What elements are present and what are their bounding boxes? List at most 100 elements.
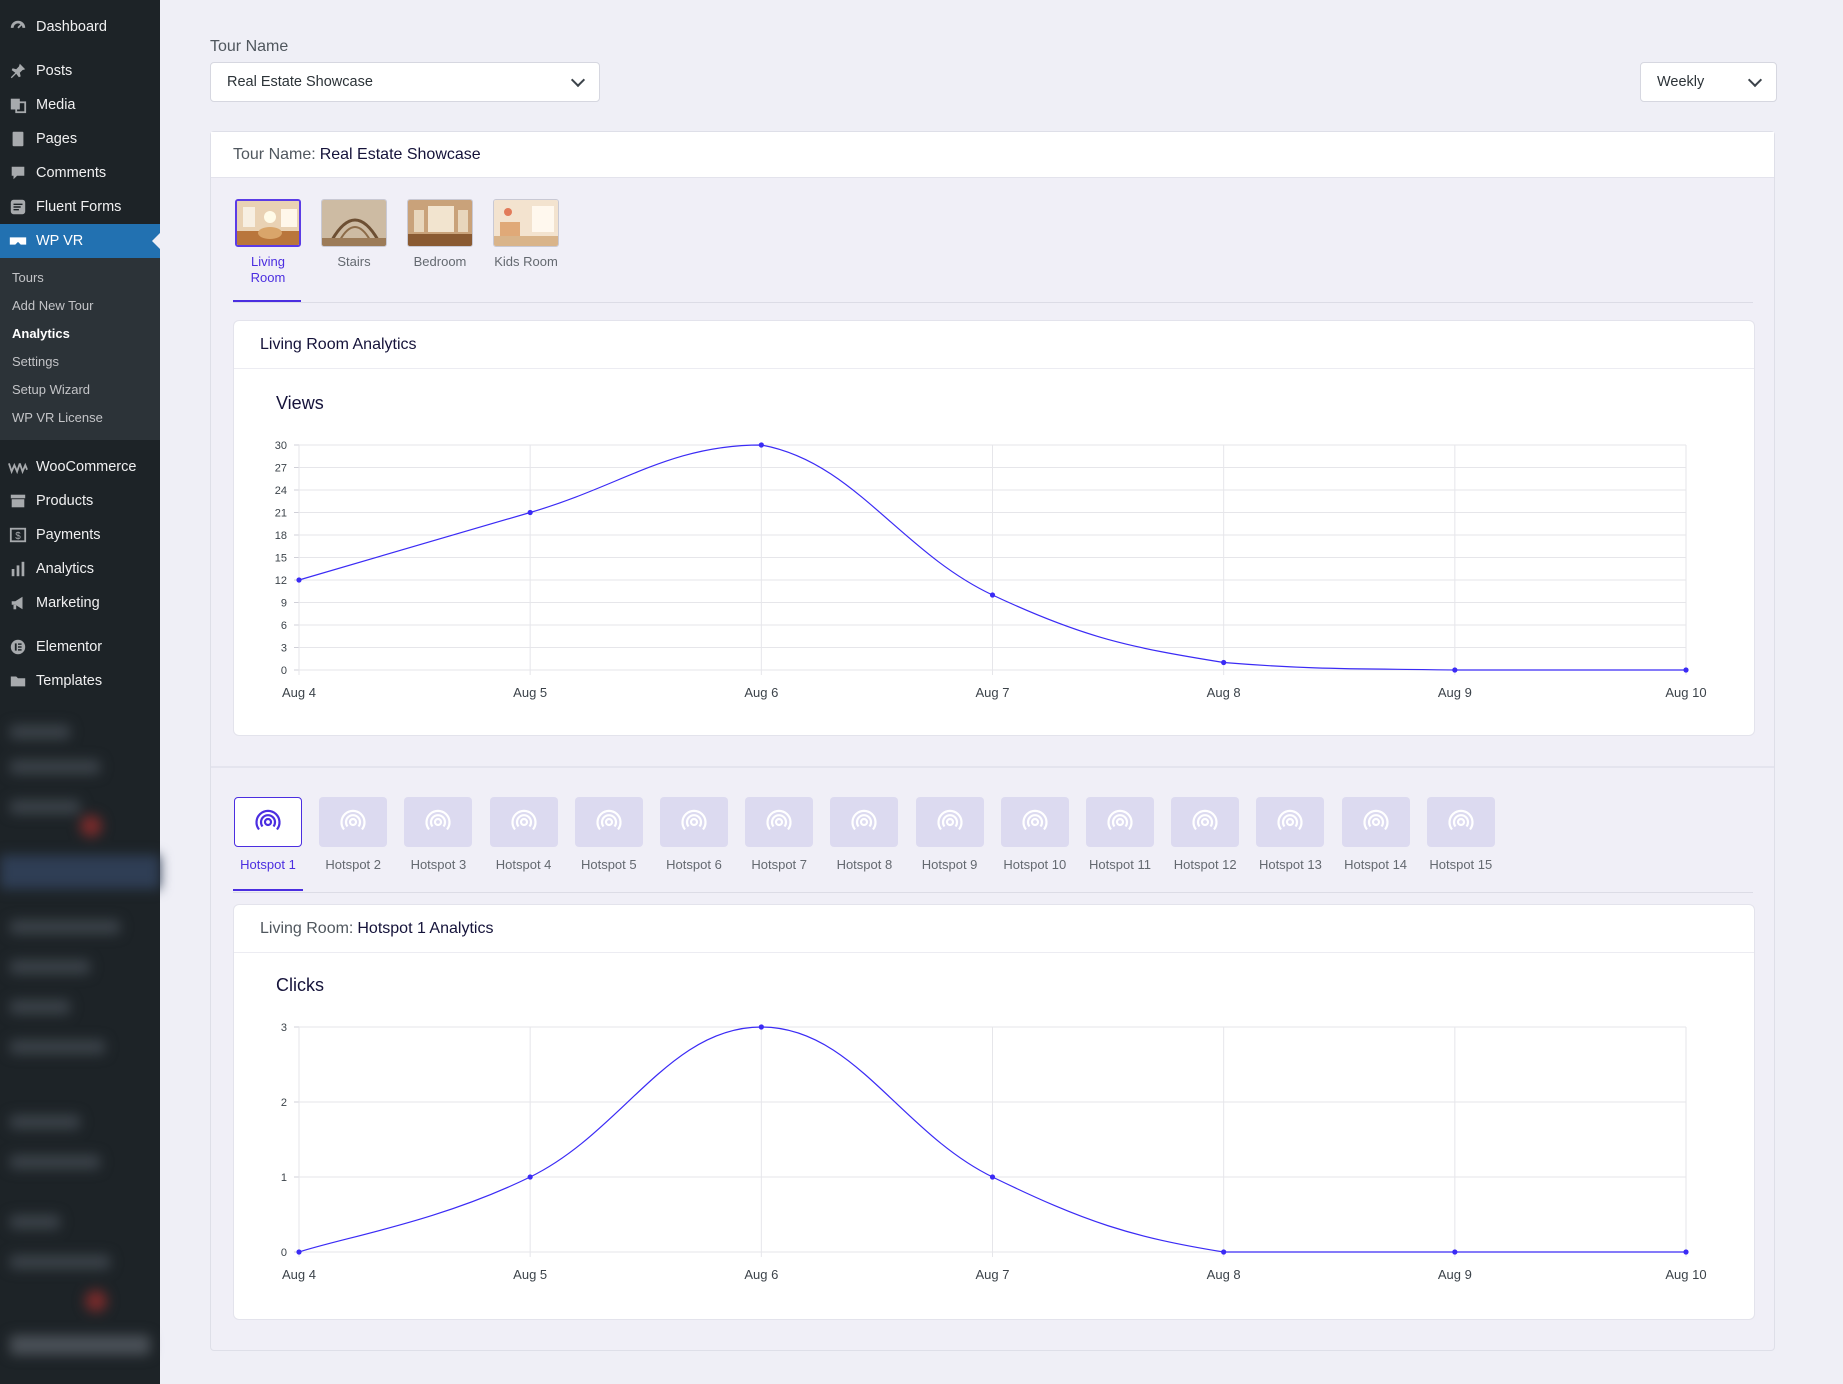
hotspot-tab-5[interactable]: Hotspot 5 xyxy=(569,797,649,872)
sidebar-item-elementor[interactable]: Elementor xyxy=(0,630,160,664)
data-point xyxy=(527,509,533,516)
y-tick-label: 0 xyxy=(281,1247,287,1259)
megaphone-icon xyxy=(8,593,28,613)
hotspot-tab-12[interactable]: Hotspot 12 xyxy=(1165,797,1245,872)
hotspot-tab-2[interactable]: Hotspot 2 xyxy=(313,797,393,872)
hotspot-tab-3[interactable]: Hotspot 3 xyxy=(398,797,478,872)
dashboard-icon xyxy=(8,17,28,37)
clicks-chart-title: Clicks xyxy=(276,975,324,995)
hotspot-analytics-header: Living Room: Hotspot 1 Analytics xyxy=(234,905,1754,953)
x-tick-label: Aug 5 xyxy=(513,1267,547,1282)
hotspot-tab-13[interactable]: Hotspot 13 xyxy=(1250,797,1330,872)
hotspot-tab-label: Hotspot 3 xyxy=(410,857,467,872)
bar-chart-icon xyxy=(8,559,28,579)
hotspot-tab-15[interactable]: Hotspot 15 xyxy=(1421,797,1501,872)
hotspot-tab-7[interactable]: Hotspot 7 xyxy=(739,797,819,872)
period-select[interactable]: Weekly xyxy=(1640,62,1777,102)
folder-icon xyxy=(8,671,28,691)
sidebar-item-label: Analytics xyxy=(36,561,95,577)
section-divider xyxy=(211,766,1774,768)
hotspot-icon xyxy=(830,797,899,847)
submenu-item-settings[interactable]: Settings xyxy=(12,354,59,369)
hotspot-tab-4[interactable]: Hotspot 4 xyxy=(484,797,564,872)
period-select-value: Weekly xyxy=(1657,74,1705,90)
x-tick-label: Aug 6 xyxy=(744,685,778,700)
y-tick-label: 2 xyxy=(281,1097,287,1109)
scene-tab-bedroom[interactable]: Bedroom xyxy=(405,199,475,270)
dollar-icon: $ xyxy=(8,525,28,545)
chevron-down-icon xyxy=(1747,72,1763,87)
sidebar-item-wp-vr[interactable]: WP VR xyxy=(0,224,160,258)
y-tick-label: 1 xyxy=(281,1172,287,1184)
data-point xyxy=(758,1024,764,1030)
x-tick-label: Aug 6 xyxy=(744,1267,778,1282)
x-tick-label: Aug 9 xyxy=(1438,685,1472,700)
hotspot-icon xyxy=(489,797,558,847)
hotspot-tab-label: Hotspot 12 xyxy=(1173,857,1237,872)
sidebar-item-label: Dashboard xyxy=(36,19,107,35)
sidebar-item-woocommerce[interactable]: WooCommerce xyxy=(0,450,160,484)
hotspot-tab-label: Hotspot 2 xyxy=(325,857,382,872)
hotspot-tab-label: Hotspot 8 xyxy=(836,857,893,872)
sidebar-item-products[interactable]: Products xyxy=(0,484,160,518)
archive-icon xyxy=(8,491,28,511)
hotspot-tab-1[interactable]: Hotspot 1 xyxy=(228,797,308,872)
hotspot-tab-10[interactable]: Hotspot 10 xyxy=(995,797,1075,872)
data-point xyxy=(758,442,764,448)
x-tick-label: Aug 7 xyxy=(976,1267,1010,1282)
scene-tab-living-room[interactable]: Living Room xyxy=(233,199,303,286)
tour-card-value: Real Estate Showcase xyxy=(319,145,481,163)
sidebar-item-label: Media xyxy=(36,97,76,113)
sidebar-item-posts[interactable]: Posts xyxy=(0,54,160,88)
sidebar-item-label: Elementor xyxy=(36,639,103,655)
submenu-item-tours[interactable]: Tours xyxy=(12,270,44,285)
submenu-item-analytics[interactable]: Analytics xyxy=(12,326,70,341)
sidebar-item-analytics[interactable]: Analytics xyxy=(0,552,160,586)
sidebar-item-comments[interactable]: Comments xyxy=(0,156,160,190)
hotspot-tab-label: Hotspot 11 xyxy=(1089,857,1151,872)
y-tick-label: 9 xyxy=(281,598,287,610)
submenu-item-setup-wizard[interactable]: Setup Wizard xyxy=(12,382,91,397)
data-point xyxy=(989,1174,996,1180)
hotspot-tab-9[interactable]: Hotspot 9 xyxy=(910,797,990,872)
tour-select[interactable]: Real Estate Showcase xyxy=(210,62,600,102)
sidebar-item-dashboard[interactable]: Dashboard xyxy=(0,10,160,44)
sidebar-item-pages[interactable]: Pages xyxy=(0,122,160,156)
active-tab-indicator xyxy=(233,889,303,891)
hotspot-tab-8[interactable]: Hotspot 8 xyxy=(824,797,904,872)
scene-thumbnail xyxy=(493,199,559,247)
data-point xyxy=(1452,667,1458,673)
y-tick-label: 18 xyxy=(275,530,287,542)
forms-icon xyxy=(8,197,28,217)
x-tick-label: Aug 4 xyxy=(282,685,316,700)
main-content: Tour Name Real Estate Showcase Weekly To… xyxy=(160,0,1843,1384)
sidebar-item-label: Products xyxy=(36,493,94,509)
pin-icon xyxy=(8,61,28,81)
scene-tab-kids-room[interactable]: Kids Room xyxy=(491,199,561,270)
scene-thumbnail xyxy=(407,199,473,247)
hotspot-icon xyxy=(319,797,388,847)
hotspot-icon xyxy=(234,797,302,847)
sidebar-item-media[interactable]: Media xyxy=(0,88,160,122)
submenu-item-add-new-tour[interactable]: Add New Tour xyxy=(12,298,94,313)
sidebar-item-fluent-forms[interactable]: Fluent Forms xyxy=(0,190,160,224)
hotspot-icon xyxy=(1000,797,1069,847)
data-point xyxy=(527,1174,533,1180)
vr-headset-icon xyxy=(8,231,28,251)
scene-thumbnail xyxy=(235,199,301,247)
scene-tab-stairs[interactable]: Stairs xyxy=(319,199,389,270)
x-tick-label: Aug 9 xyxy=(1438,1267,1472,1282)
sidebar-item-payments[interactable]: $ Payments xyxy=(0,518,160,552)
data-point xyxy=(296,577,302,583)
sidebar-item-templates[interactable]: Templates xyxy=(0,664,160,698)
sidebar-item-label: WooCommerce xyxy=(36,459,137,475)
comment-icon xyxy=(8,163,28,183)
scene-analytics-card: Living Room Analytics Views 0 3 6 9 12 15 18 21… xyxy=(233,320,1755,736)
hotspot-tab-6[interactable]: Hotspot 6 xyxy=(654,797,734,872)
svg-text:$: $ xyxy=(15,531,21,542)
submenu-item-wp-vr-license[interactable]: WP VR License xyxy=(12,410,103,425)
hotspot-analytics-title: Hotspot 1 Analytics xyxy=(357,919,494,937)
hotspot-tab-14[interactable]: Hotspot 14 xyxy=(1336,797,1416,872)
hotspot-tab-11[interactable]: Hotspot 11 xyxy=(1080,797,1160,872)
sidebar-item-marketing[interactable]: Marketing xyxy=(0,586,160,620)
